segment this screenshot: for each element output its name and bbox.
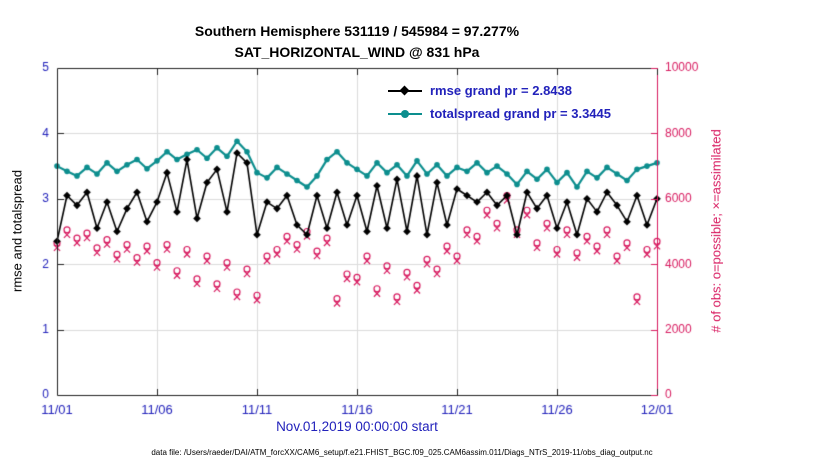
rmse-swatch [388,84,422,98]
chart-title-line1: Southern Hemisphere 531119 / 545984 = 97… [194,23,520,39]
x-axis-label: Nov.01,2019 00:00:00 start [276,419,438,434]
legend-label-rmse: rmse grand pr = 2.8438 [430,83,572,98]
legend-item-rmse: rmse grand pr = 2.8438 [388,79,611,102]
data-file-caption: data file: /Users/raeder/DAI/ATM_forcXX/… [151,448,653,457]
right-axis-label: # of obs: o=possible; ×=assimilated [708,129,724,333]
totalspread-swatch [388,107,422,121]
chart-title-line2: SAT_HORIZONTAL_WIND @ 831 hPa [234,44,480,60]
totalspread-circle-icon [401,109,409,118]
chart-title: Southern Hemisphere 531119 / 545984 = 97… [0,21,714,63]
legend: rmse grand pr = 2.8438 totalspread grand… [388,79,611,125]
legend-item-totalspread: totalspread grand pr = 3.3445 [388,102,611,125]
legend-label-totalspread: totalspread grand pr = 3.3445 [430,106,611,121]
left-axis-label: rmse and totalspread [9,169,25,293]
rmse-diamond-icon [399,85,410,96]
